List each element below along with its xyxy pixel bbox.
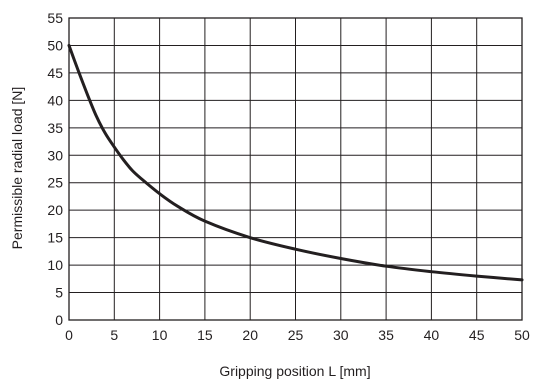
plot-frame	[68, 17, 523, 321]
y-tick-label: 40	[47, 92, 63, 108]
y-tick-label: 25	[47, 175, 63, 191]
y-tick-label: 45	[47, 65, 63, 81]
y-tick-label: 30	[47, 147, 63, 163]
y-tick-label: 0	[55, 312, 63, 328]
x-tick-label: 45	[469, 327, 485, 343]
x-tick-label: 35	[378, 327, 394, 343]
x-tick-label: 5	[110, 327, 118, 343]
x-tick-label: 50	[514, 327, 530, 343]
x-axis-ticks: 0 5 10 15 20 25 30 35 40 45 50	[65, 327, 530, 343]
x-tick-label: 40	[424, 327, 440, 343]
y-axis-title: Permissible radial load [N]	[9, 87, 25, 250]
x-tick-label: 10	[152, 327, 168, 343]
y-tick-label: 10	[47, 257, 63, 273]
y-tick-label: 20	[47, 202, 63, 218]
series-layer	[67, 43, 524, 282]
x-tick-label: 0	[65, 327, 73, 343]
y-tick-label: 15	[47, 230, 63, 246]
x-tick-label: 15	[197, 327, 213, 343]
y-tick-label: 50	[47, 37, 63, 53]
y-tick-label: 55	[47, 10, 63, 26]
series-line-0	[67, 43, 524, 282]
x-axis-title: Gripping position L [mm]	[219, 363, 370, 379]
plot-border	[68, 17, 523, 321]
x-tick-label: 30	[333, 327, 349, 343]
y-tick-label: 5	[55, 285, 63, 301]
y-tick-label: 35	[47, 120, 63, 136]
x-tick-label: 20	[242, 327, 258, 343]
x-tick-label: 25	[288, 327, 304, 343]
y-axis-ticks: 0 5 10 15 20 25 30 35 40 45 50 55	[47, 10, 63, 328]
